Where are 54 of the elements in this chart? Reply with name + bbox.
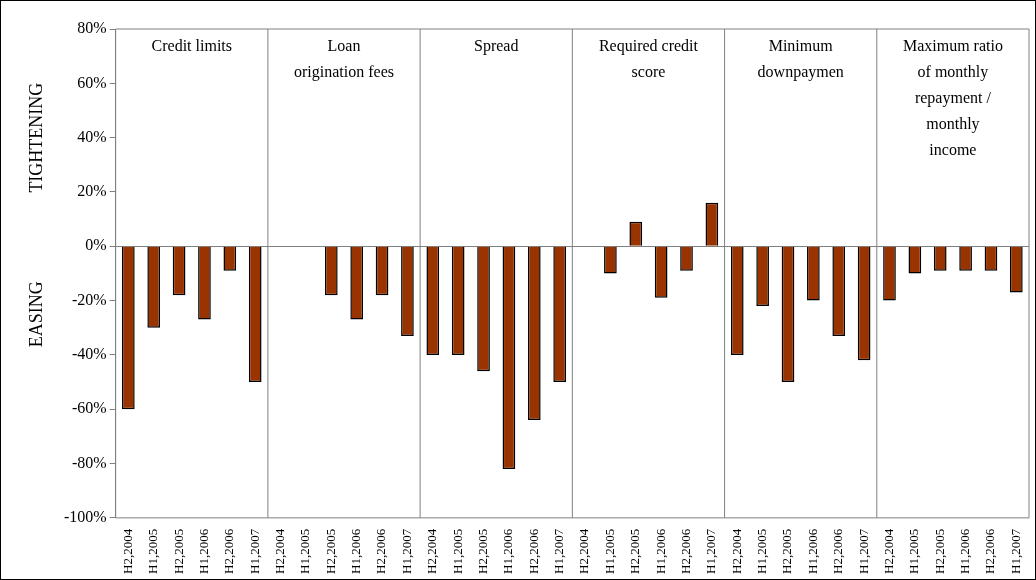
x-tick-label: H2,2004: [119, 528, 135, 574]
x-tick-label: H2,2004: [576, 528, 592, 574]
text: TIGHTENING: [25, 82, 46, 193]
x-tick-label: H1,2007: [703, 528, 719, 574]
x-tick-label: H1,2006: [957, 528, 973, 574]
x-tick-label: H1,2007: [398, 528, 414, 574]
x-tick-label: H1,2005: [449, 528, 465, 574]
x-tick-label: H1,2005: [754, 528, 770, 574]
y-tick-label: 20%: [77, 182, 107, 200]
x-tick-label: H2,2006: [830, 528, 846, 574]
annotation: Credit limits: [151, 37, 232, 55]
y-tick-label: 0%: [85, 236, 107, 254]
x-tick-label: H1,2005: [906, 528, 922, 574]
x-tick-label: H2,2006: [221, 528, 237, 574]
x-tick-label: H1,2005: [297, 528, 313, 574]
x-tick-label: H2,2005: [627, 528, 643, 574]
y-tick-label: -60%: [72, 399, 107, 417]
text: EASING: [25, 281, 46, 348]
annotation: Spread: [474, 37, 519, 56]
x-tick-label: H1,2005: [145, 528, 161, 574]
x-tick-label: H2,2004: [424, 528, 440, 574]
y-tick-label: 80%: [77, 19, 107, 37]
x-tick-label: H1,2007: [246, 528, 262, 574]
x-tick-label: H2,2005: [474, 528, 490, 574]
annotation: Maximum ratio of monthly repayment / monthly income: [902, 37, 1003, 159]
x-tick-label: H2,2005: [170, 528, 186, 574]
y-tick-label: -20%: [72, 290, 107, 308]
x-tick-label: H2,2005: [322, 528, 338, 574]
x-tick-label: H1,2006: [652, 528, 668, 574]
x-tick-label: H1,2007: [855, 528, 871, 574]
y-tick-label: -80%: [72, 453, 107, 471]
x-tick-label: H2,2006: [982, 528, 998, 574]
x-tick-label: H1,2007: [551, 528, 567, 574]
x-tick-label: H2,2005: [779, 528, 795, 574]
x-tick-label: H1,2006: [195, 528, 211, 574]
x-tick-label: H2,2005: [931, 528, 947, 574]
x-tick-label: H2,2006: [677, 528, 693, 574]
y-tick-label: -100%: [64, 508, 107, 526]
annotation: Loan origination fees: [294, 37, 394, 82]
x-tick-label: H2,2006: [525, 528, 541, 574]
x-tick-label: H1,2006: [348, 528, 364, 574]
y-tick-label: 60%: [77, 73, 107, 91]
x-tick-label: H1,2006: [804, 528, 820, 574]
x-tick-label: H1,2007: [1007, 528, 1023, 574]
y-tick-label: 40%: [77, 127, 107, 145]
x-tick-label: H1,2005: [601, 528, 617, 574]
y-tick-label: -40%: [72, 345, 107, 363]
x-tick-label: H2,2004: [271, 528, 287, 574]
x-tick-label: H2,2004: [728, 528, 744, 574]
x-tick-label: H1,2006: [500, 528, 516, 574]
x-tick-label: H2,2004: [880, 528, 896, 574]
annotation: Minimum downpaymen: [757, 37, 844, 82]
x-tick-label: H2,2006: [373, 528, 389, 574]
annotation: Required credit score: [598, 37, 699, 81]
